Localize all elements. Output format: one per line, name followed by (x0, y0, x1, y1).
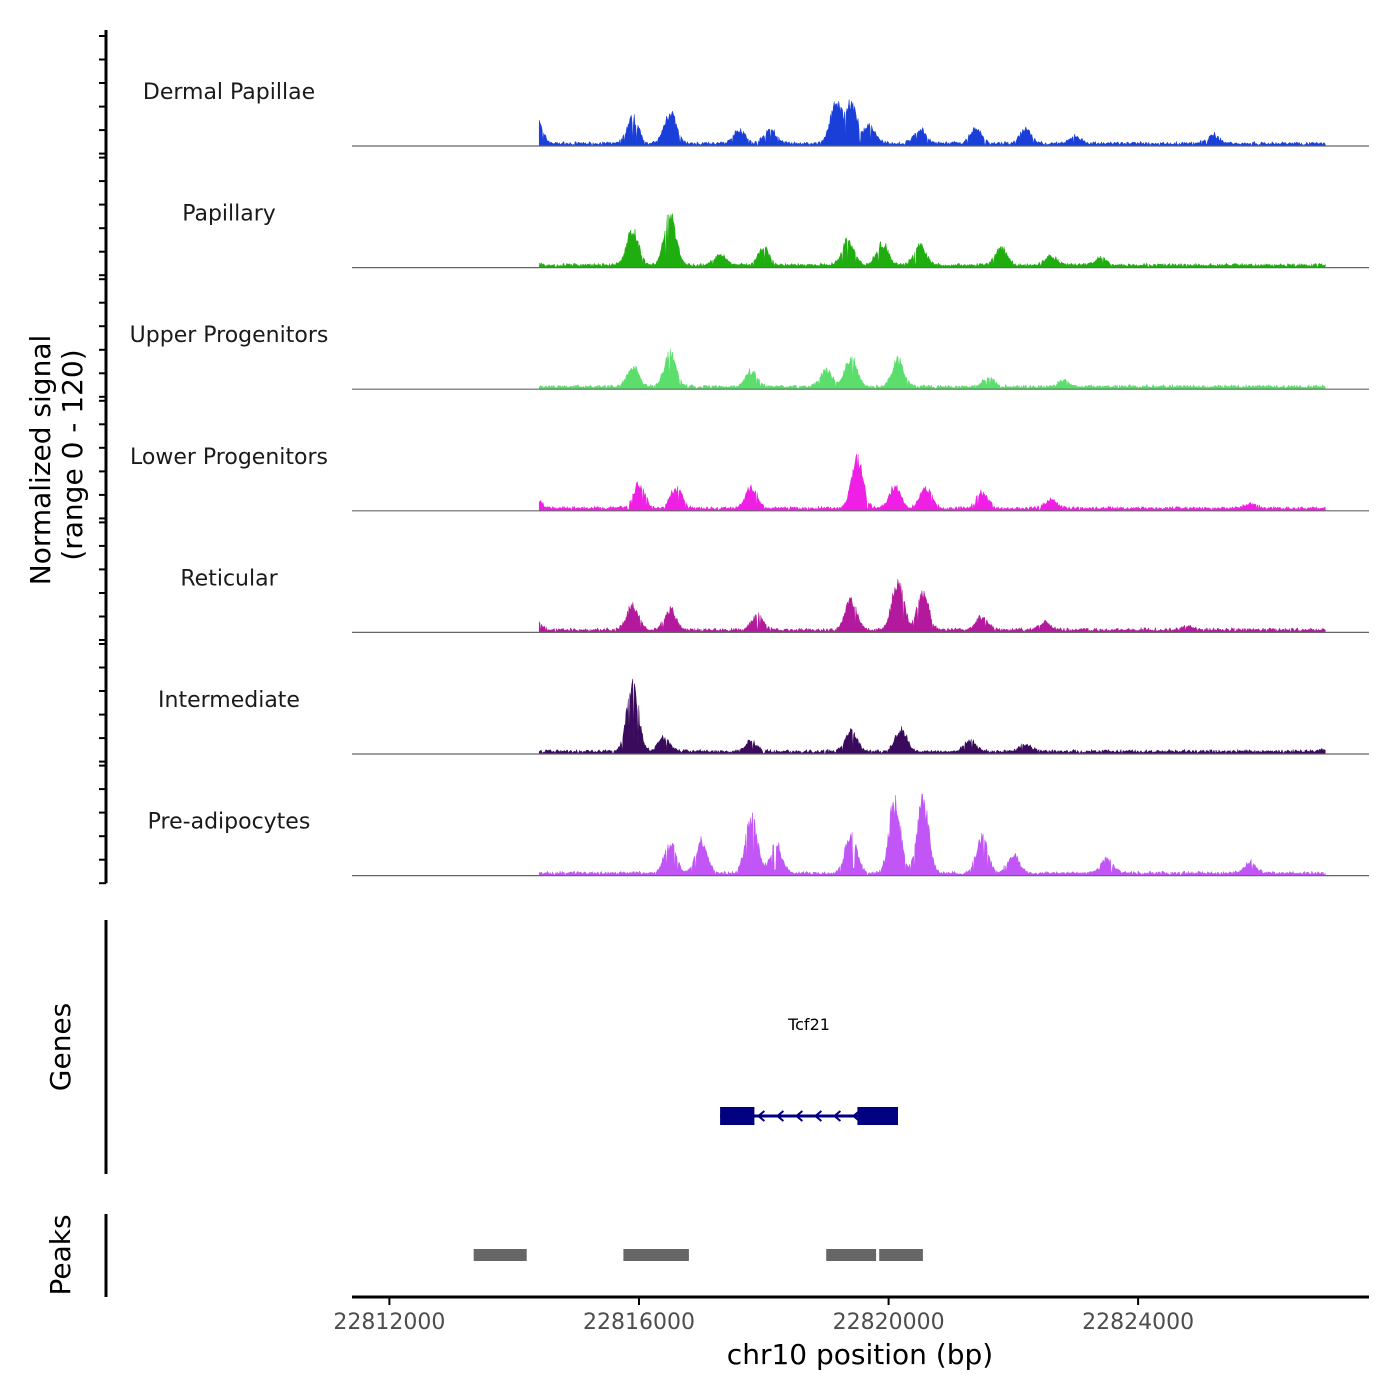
x-axis-title: chr10 position (bp) (727, 1338, 993, 1371)
track-label: Intermediate (158, 688, 300, 713)
x-tick-label: 22824000 (1082, 1310, 1194, 1335)
track-area (538, 579, 1326, 633)
x-axis: 22812000 22816000 22820000 22824000 chr10 p… (333, 1295, 1369, 1371)
track-area (538, 213, 1326, 269)
peak-region (473, 1249, 527, 1261)
signal-axis (99, 30, 108, 885)
peak-region (623, 1249, 689, 1261)
gene-strand-arrow (775, 1110, 785, 1122)
gene-strand-arrow (813, 1110, 823, 1122)
track-label: Reticular (180, 566, 278, 591)
gene-strand-arrow (851, 1110, 861, 1122)
track-area (538, 348, 1326, 390)
coverage-tracks: Dermal Papillae Papillary Upper Progenitor… (130, 80, 1369, 877)
genes-layer: Tcf21 (720, 1015, 898, 1125)
track-area (538, 793, 1326, 877)
peaks-panel: Peaks (44, 1214, 923, 1297)
track-area (538, 678, 1326, 755)
track-label: Dermal Papillae (143, 80, 315, 105)
gene-exon (720, 1107, 755, 1125)
x-tick-label: 22812000 (333, 1310, 445, 1335)
x-ticks: 22812000 22816000 22820000 22824000 (333, 1297, 1194, 1335)
track-label: Papillary (182, 202, 276, 227)
y-axis-title-line1: Normalized signal (24, 335, 57, 586)
y-axis-title: Normalized signal (range 0 - 120) (24, 335, 89, 586)
gene-exon (857, 1107, 898, 1125)
gene-strand-arrow (756, 1110, 766, 1122)
track-label: Pre-adipocytes (148, 810, 311, 835)
genes-panel: Genes Tcf21 (44, 920, 898, 1174)
peaks-layer (473, 1249, 923, 1261)
genes-panel-title: Genes (44, 1003, 77, 1091)
x-tick-label: 22816000 (583, 1310, 695, 1335)
y-axis-title-line2: (range 0 - 120) (56, 349, 89, 560)
peaks-panel-title: Peaks (44, 1214, 77, 1295)
x-tick-label: 22820000 (833, 1310, 945, 1335)
gene-label: Tcf21 (787, 1015, 830, 1034)
gene-strand-arrow (832, 1110, 842, 1122)
peak-region (879, 1249, 923, 1261)
track-area (538, 99, 1326, 147)
peak-region (826, 1249, 877, 1261)
track-label: Upper Progenitors (130, 323, 329, 348)
track-area (538, 454, 1326, 512)
gene-strand-arrow (794, 1110, 804, 1122)
track-label: Lower Progenitors (130, 445, 328, 470)
